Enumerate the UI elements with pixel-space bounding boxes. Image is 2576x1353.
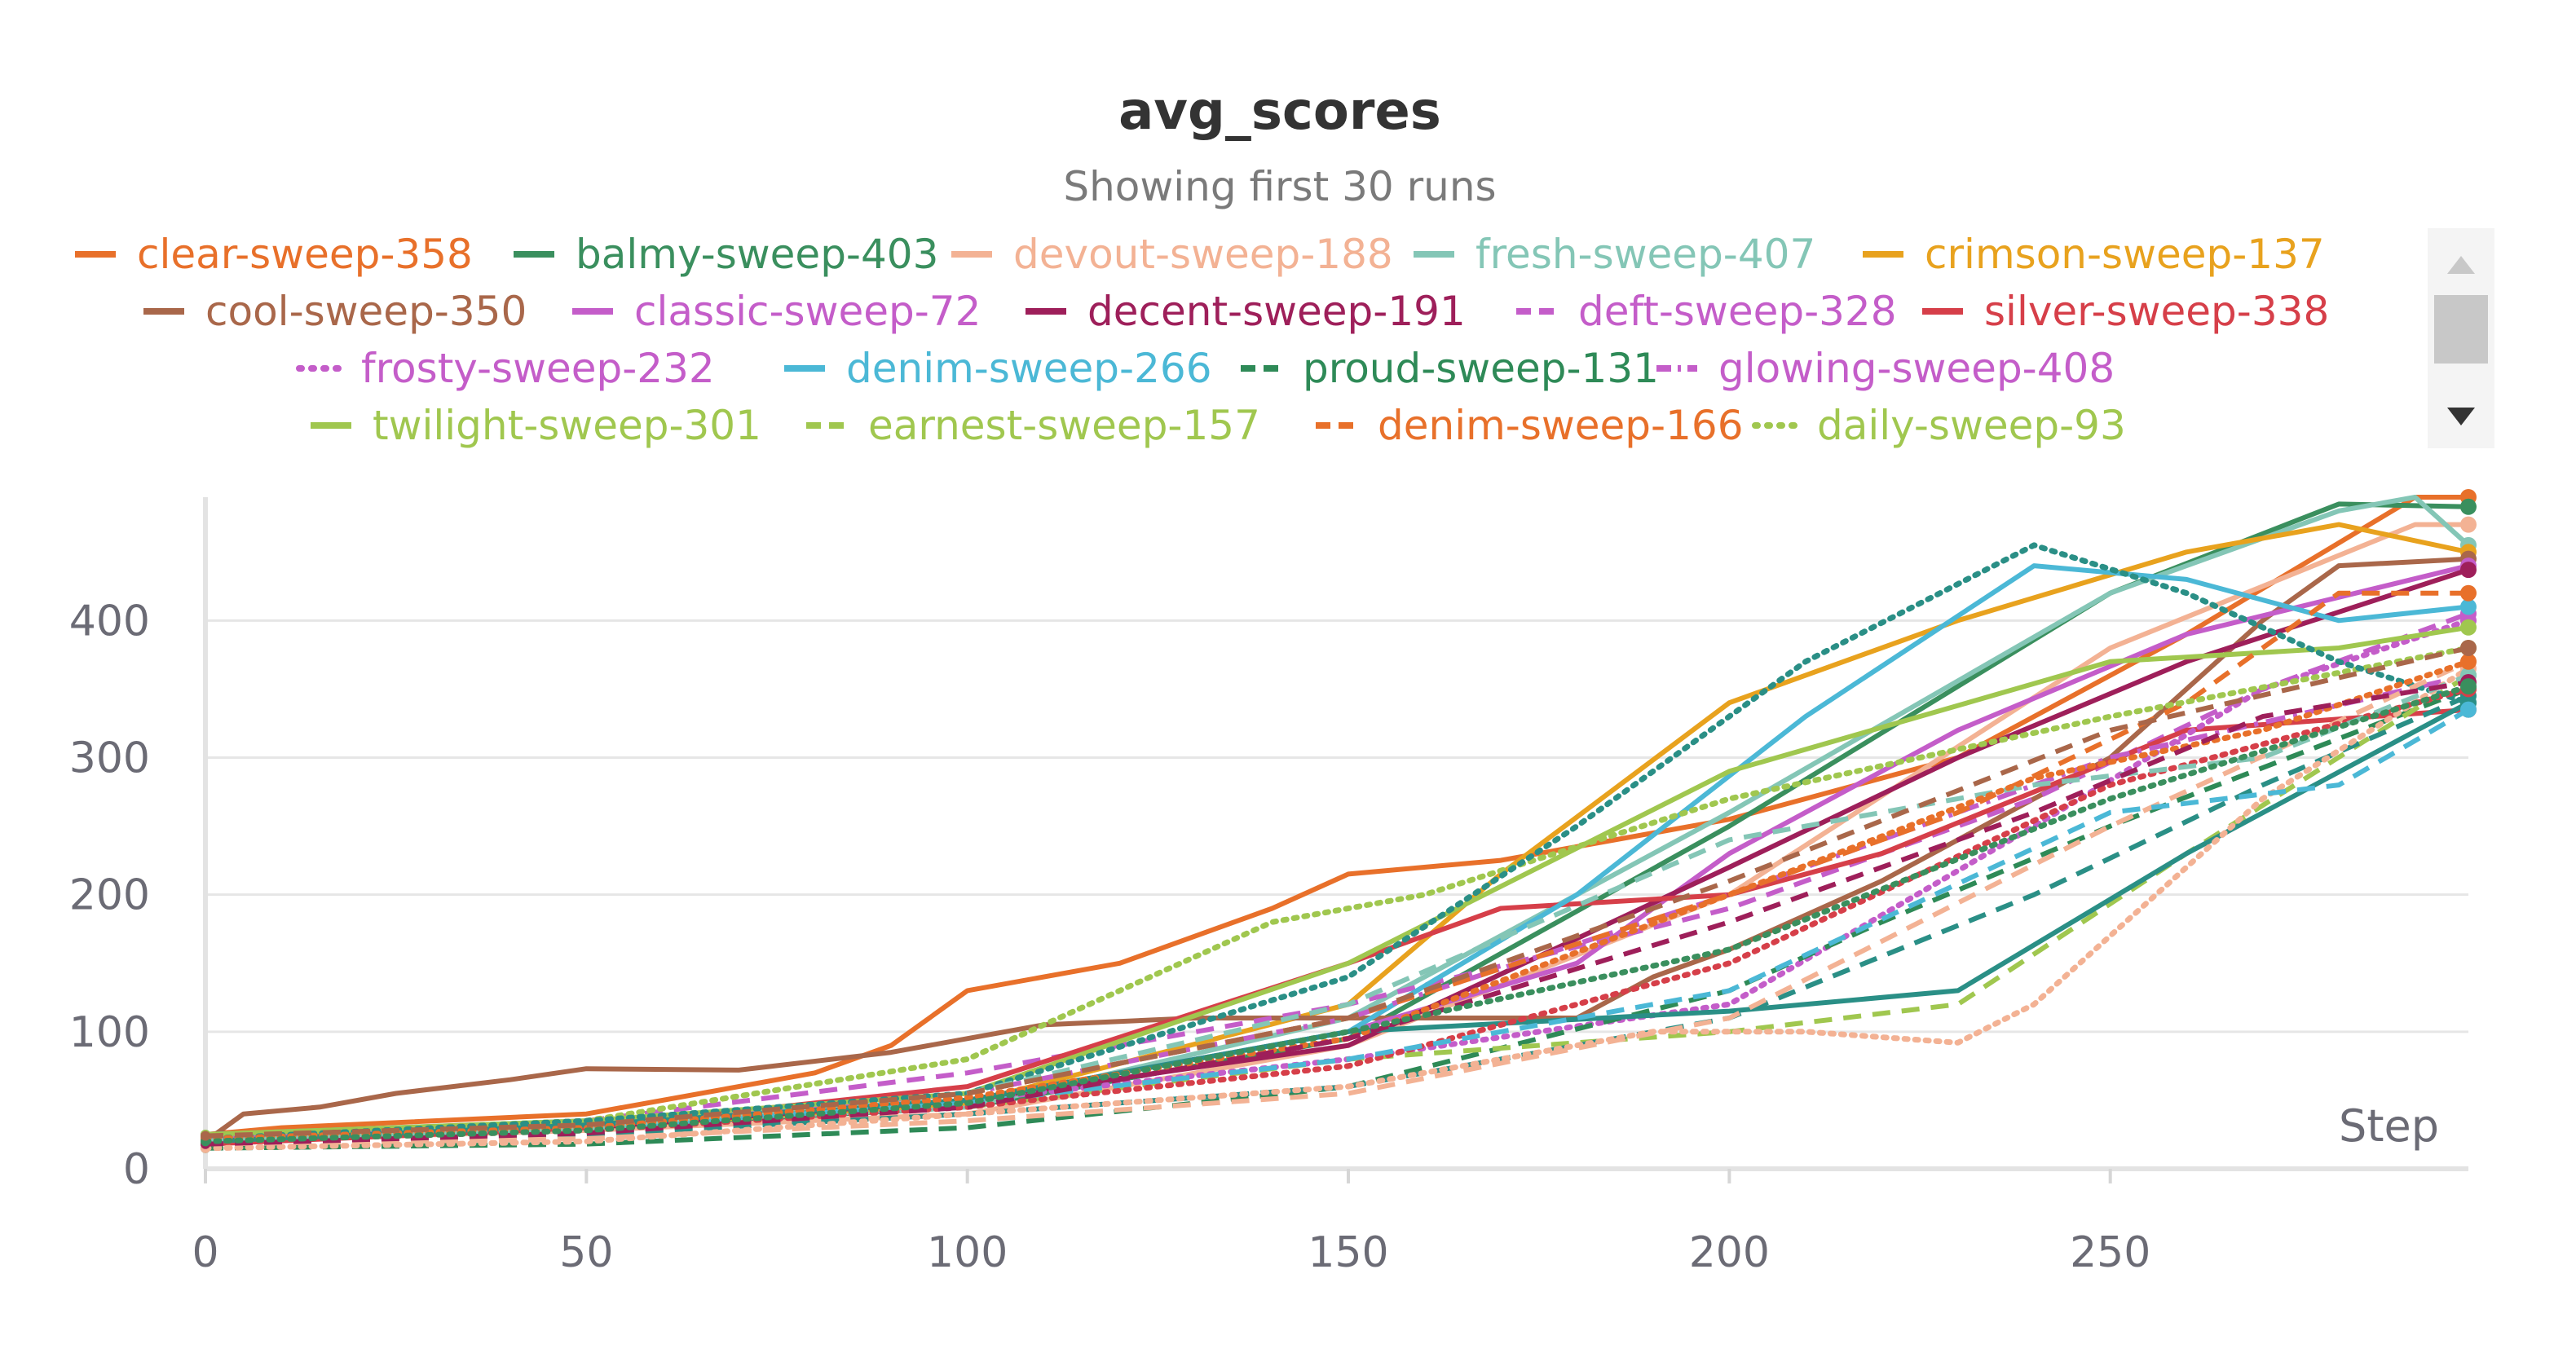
series-line (205, 495, 2468, 1137)
legend-item[interactable]: silver-sweep-338 (1922, 288, 2329, 335)
series-end-point (2460, 562, 2477, 579)
legend-item[interactable]: daily-sweep-93 (1752, 402, 2126, 449)
x-axis-label: Step (2339, 1100, 2439, 1152)
legend-item[interactable]: devout-sweep-188 (951, 231, 1393, 278)
series-end-point (2460, 619, 2477, 636)
legend-label: twilight-sweep-301 (373, 402, 761, 449)
series-line (205, 646, 2469, 1139)
legend-label: fresh-sweep-407 (1475, 231, 1815, 278)
legend-item[interactable]: earnest-sweep-157 (806, 402, 1260, 449)
series-line (202, 659, 2472, 1142)
series-end-point (2460, 701, 2477, 718)
y-tick-label: 400 (69, 597, 150, 646)
y-tick-label: 100 (69, 1008, 150, 1057)
legend-label: balmy-sweep-403 (576, 231, 938, 278)
y-tick-label: 200 (69, 871, 150, 920)
legend-item[interactable]: clear-sweep-358 (75, 231, 473, 278)
legend-item[interactable]: cool-sweep-350 (143, 288, 527, 335)
legend-scroll-thumb[interactable] (2434, 295, 2488, 364)
x-tick-label: 150 (1308, 1228, 1388, 1277)
series-line (205, 680, 2469, 1147)
series-line (205, 686, 2470, 1151)
legend-label: silver-sweep-338 (1984, 288, 2329, 335)
legend-label: cool-sweep-350 (205, 288, 527, 335)
series-end-point (2460, 653, 2477, 670)
legend-label: denim-sweep-266 (846, 345, 1212, 392)
series-line (205, 567, 2469, 1144)
legend-item[interactable]: proud-sweep-131 (1241, 345, 1659, 392)
legend-item[interactable]: classic-sweep-72 (572, 288, 981, 335)
legend-label: frosty-sweep-232 (361, 345, 715, 392)
legend-label: decent-sweep-191 (1087, 288, 1466, 335)
chart-title: avg_scores (1118, 82, 1441, 142)
series-end-point (2460, 598, 2477, 615)
legend-item[interactable]: frosty-sweep-232 (296, 345, 715, 392)
series-end-point (2460, 584, 2477, 602)
legend-item[interactable]: fresh-sweep-407 (1414, 231, 1815, 278)
x-tick-label: 0 (192, 1228, 218, 1277)
series-line (205, 563, 2469, 1144)
legend-label: classic-sweep-72 (634, 288, 981, 335)
axes: 0 100 200 300 400 0 50 100 150 200 250 (69, 497, 2468, 1277)
y-tick-label: 300 (69, 734, 150, 783)
legend-item[interactable]: denim-sweep-166 (1316, 402, 1744, 449)
triangle-up-icon[interactable] (2447, 256, 2475, 274)
legend-label: denim-sweep-166 (1378, 402, 1744, 449)
legend-label: clear-sweep-358 (137, 231, 473, 278)
chart-subtitle: Showing first 30 runs (1063, 163, 1496, 210)
legend-label: earnest-sweep-157 (868, 402, 1260, 449)
legend-label: deft-sweep-328 (1578, 288, 1897, 335)
legend-label: devout-sweep-188 (1013, 231, 1393, 278)
legend-item[interactable]: twilight-sweep-301 (311, 402, 761, 449)
legend-label: daily-sweep-93 (1817, 402, 2126, 449)
grid (205, 619, 2468, 1033)
legend-item[interactable]: balmy-sweep-403 (514, 231, 938, 278)
legend-item[interactable]: glowing-sweep-408 (1656, 345, 2115, 392)
legend-item[interactable]: decent-sweep-191 (1026, 288, 1466, 335)
y-tick-label: 0 (123, 1145, 150, 1194)
legend-item[interactable]: denim-sweep-266 (784, 345, 1212, 392)
series-line (205, 659, 2470, 1147)
x-tick-label: 100 (927, 1228, 1008, 1277)
plot-area (201, 489, 2477, 1153)
legend-scrollbar[interactable] (2428, 228, 2494, 448)
series-end-point (2460, 678, 2477, 695)
series-end-point (2460, 516, 2477, 533)
series-line (202, 683, 2472, 1144)
x-tick-label: 200 (1689, 1228, 1770, 1277)
legend-item[interactable]: crimson-sweep-137 (1863, 231, 2325, 278)
series-end-point (2460, 498, 2477, 515)
legend-label: proud-sweep-131 (1303, 345, 1659, 392)
legend-item[interactable]: deft-sweep-328 (1516, 288, 1897, 335)
series-end-point (2460, 639, 2477, 656)
x-tick-label: 250 (2070, 1228, 2150, 1277)
series-line (202, 645, 2472, 1139)
legend-label: glowing-sweep-408 (1718, 345, 2115, 392)
series-line (204, 556, 2469, 1144)
x-tick-label: 50 (559, 1228, 613, 1277)
legend-label: crimson-sweep-137 (1925, 231, 2325, 278)
triangle-down-icon[interactable] (2447, 408, 2475, 425)
legend: clear-sweep-358 balmy-sweep-403 devout-swe… (75, 231, 2329, 449)
series-start-point (201, 1130, 210, 1141)
